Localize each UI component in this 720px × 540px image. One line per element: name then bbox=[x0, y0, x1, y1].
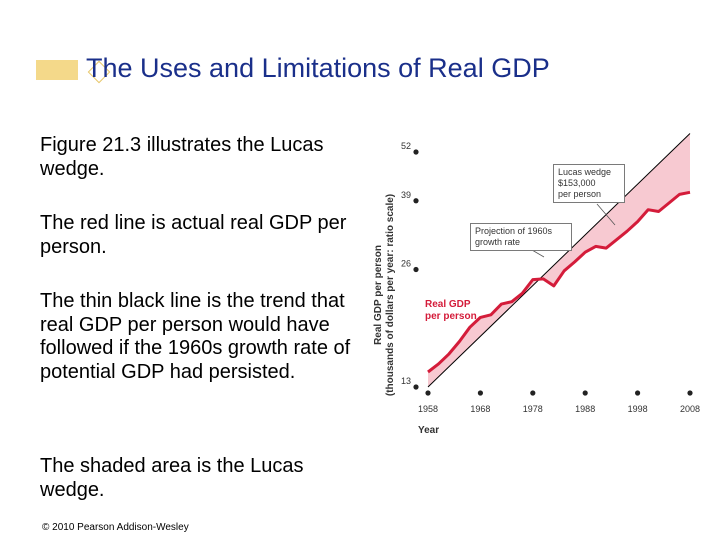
slide-title: The Uses and Limitations of Real GDP bbox=[86, 53, 550, 83]
y-tick-dot bbox=[413, 198, 419, 204]
x-tick-dot bbox=[425, 390, 431, 396]
paragraph-4: The shaded area is the Lucas wedge. bbox=[40, 455, 304, 501]
actual-gdp-label: Real GDP per person bbox=[425, 299, 477, 323]
title-accent-bar bbox=[36, 60, 78, 80]
y-tick-label: 52 bbox=[401, 141, 411, 151]
y-tick-dot bbox=[413, 149, 419, 155]
y-tick-label: 13 bbox=[401, 376, 411, 386]
y-tick-dot bbox=[413, 266, 419, 273]
title-accent bbox=[36, 50, 696, 90]
x-tick-dot bbox=[582, 390, 588, 396]
paragraph-1: Figure 21.3 illustrates the Lucas wedge. bbox=[40, 134, 324, 180]
lucas-wedge-annotation: Lucas wedge $153,000 per person bbox=[553, 164, 625, 203]
x-tick-label: 1968 bbox=[470, 404, 490, 414]
y-axis-label: Real GDP per person(thousands of dollars… bbox=[373, 194, 396, 396]
y-tick-dot bbox=[413, 384, 419, 390]
lucas-wedge-label: Lucas wedge bbox=[558, 167, 612, 177]
x-tick-label: 1998 bbox=[628, 404, 648, 414]
lucas-wedge-value: $153,000 bbox=[558, 178, 596, 188]
projection-label-2: growth rate bbox=[475, 237, 521, 247]
lucas-leader-line bbox=[596, 203, 616, 226]
projection-leader-line bbox=[531, 249, 545, 258]
paragraph-3: The thin black line is the trend that re… bbox=[40, 290, 351, 383]
actual-gdp-line bbox=[427, 190, 691, 374]
x-tick-dot bbox=[687, 390, 693, 396]
line-layer bbox=[427, 133, 691, 388]
x-tick-label: 1958 bbox=[418, 404, 438, 414]
x-tick-dot bbox=[635, 390, 641, 396]
x-tick-dot bbox=[477, 390, 483, 396]
trend-line bbox=[427, 133, 691, 388]
lucas-wedge-chart: 13 26 39 52 1958 1968 1978 1988 1998 2008 Real GD… bbox=[373, 133, 700, 436]
y-tick-label: 39 bbox=[401, 190, 411, 200]
x-tick-label: 1978 bbox=[523, 404, 543, 414]
projection-annotation: Projection of 1960s growth rate bbox=[470, 223, 572, 251]
actual-gdp-label-1: Real GDP bbox=[425, 299, 471, 310]
actual-gdp-label-2: per person bbox=[425, 311, 477, 322]
x-axis-label: Year bbox=[418, 425, 439, 436]
copyright: © 2010 Pearson Addison-Wesley bbox=[42, 522, 189, 533]
y-tick-label: 26 bbox=[401, 259, 411, 269]
tick-layer: 13 26 39 52 1958 1968 1978 1988 1998 2008 bbox=[401, 141, 700, 414]
x-tick-dot bbox=[530, 390, 536, 396]
lucas-wedge-unit: per person bbox=[558, 189, 602, 199]
x-tick-label: 2008 bbox=[680, 404, 700, 414]
projection-label-1: Projection of 1960s bbox=[475, 226, 553, 236]
paragraph-2: The red line is actual real GDP per pers… bbox=[40, 212, 347, 258]
x-tick-label: 1988 bbox=[575, 404, 595, 414]
